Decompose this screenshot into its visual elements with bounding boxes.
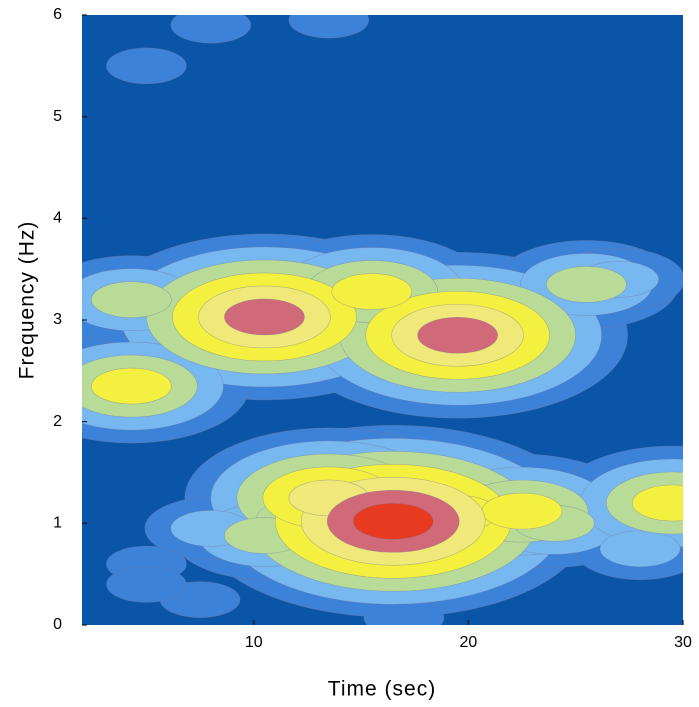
contour-region xyxy=(631,484,683,522)
contour-region xyxy=(352,502,434,540)
y-tick-label: 6 xyxy=(53,6,62,23)
y-tick-label: 0 xyxy=(53,616,62,633)
contour-region xyxy=(288,15,370,39)
y-tick-label: 3 xyxy=(53,311,62,328)
contours xyxy=(82,15,683,625)
contour-region xyxy=(224,298,305,336)
contour-region xyxy=(363,599,445,625)
contour-region xyxy=(417,316,498,354)
y-axis-title: Frequency (Hz) xyxy=(16,221,39,380)
contour-region xyxy=(170,15,252,44)
contour-region xyxy=(91,367,172,405)
contour-region xyxy=(106,47,187,85)
contour-region xyxy=(481,492,563,530)
y-tick-label: 4 xyxy=(53,210,62,227)
y-tick-label: 5 xyxy=(53,108,62,125)
y-tick-label: 1 xyxy=(53,515,62,532)
contour-region xyxy=(91,281,172,318)
y-tick-label: 2 xyxy=(53,413,62,430)
x-tick-label: 30 xyxy=(674,634,692,651)
x-tick-label: 10 xyxy=(245,634,263,651)
x-tick-label: 20 xyxy=(459,634,477,651)
contour-region xyxy=(599,530,681,568)
x-axis-title: Time (sec) xyxy=(328,678,436,701)
contour-region xyxy=(331,273,413,310)
contour-region xyxy=(546,266,627,303)
contour-region xyxy=(106,566,187,603)
